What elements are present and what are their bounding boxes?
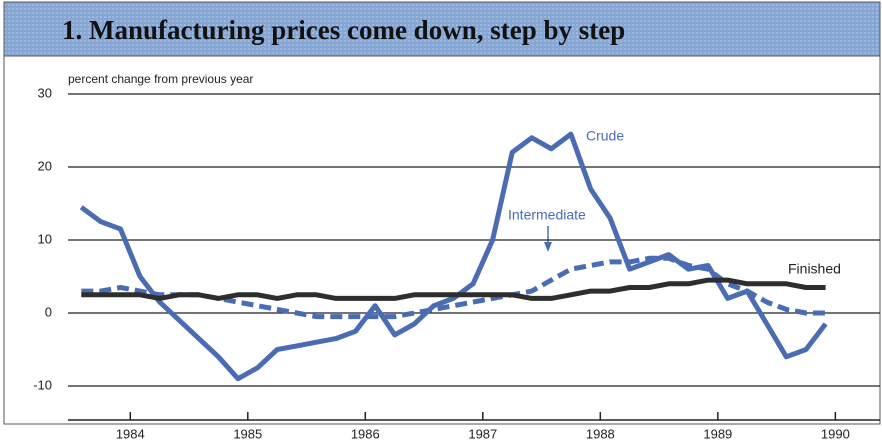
x-tick-label: 1987 <box>468 426 497 441</box>
x-tick-label: 1990 <box>821 426 850 441</box>
x-tick-label: 1984 <box>116 426 145 441</box>
x-tick-label: 1985 <box>233 426 262 441</box>
y-tick-label: -10 <box>33 377 52 392</box>
x-tick-label: 1986 <box>351 426 380 441</box>
series-line <box>81 277 826 301</box>
annotation-arrowhead <box>544 242 552 252</box>
series-label: Intermediate <box>508 207 586 223</box>
y-tick-label: 0 <box>45 304 52 319</box>
chart-title: 1. Manufacturing prices come down, step … <box>62 15 625 45</box>
x-tick-label: 1989 <box>703 426 732 441</box>
y-axis-title: percent change from previous year <box>68 72 253 86</box>
y-tick-label: 10 <box>38 231 52 246</box>
x-tick-label: 1988 <box>586 426 615 441</box>
series-line <box>81 255 826 320</box>
y-tick-label: 20 <box>38 158 52 173</box>
title-bar <box>3 1 881 57</box>
y-tick-label: 30 <box>38 85 52 100</box>
series-label: Finished <box>788 261 841 277</box>
series-label: Crude <box>586 128 624 144</box>
